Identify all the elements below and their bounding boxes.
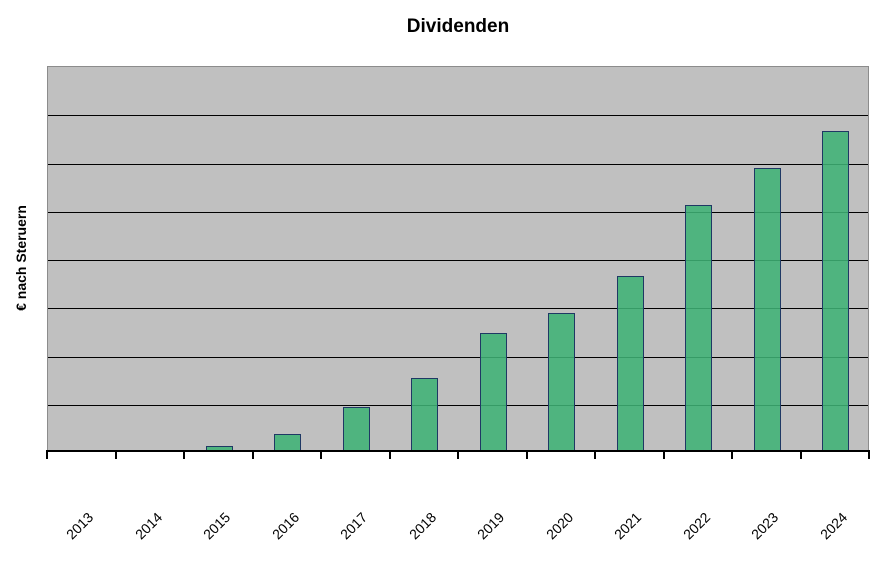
x-axis-tick xyxy=(662,452,665,459)
x-tick-label-2019: 2019 xyxy=(474,509,508,543)
x-axis-tick xyxy=(114,452,117,459)
bar-2022 xyxy=(685,204,713,452)
x-tick-label-2023: 2023 xyxy=(748,509,782,543)
bar-2021 xyxy=(616,275,644,452)
x-tick-label-2022: 2022 xyxy=(679,509,714,543)
bar-2023 xyxy=(753,167,781,452)
x-axis-tick xyxy=(799,452,802,459)
gridline xyxy=(48,356,868,358)
x-axis-line xyxy=(46,450,870,452)
gridline xyxy=(48,211,868,213)
x-axis-tick xyxy=(594,452,596,459)
x-axis-tick xyxy=(868,452,870,459)
x-axis-tick xyxy=(320,452,322,459)
gridline xyxy=(48,404,868,406)
x-tick-label-2020: 2020 xyxy=(542,509,577,543)
x-axis-tick xyxy=(46,452,48,459)
gridline xyxy=(48,163,868,165)
bar-2017 xyxy=(342,407,370,452)
bar-2019 xyxy=(479,332,507,452)
x-tick-label-2024: 2024 xyxy=(816,509,851,543)
gridline xyxy=(48,115,868,117)
x-axis-tick xyxy=(457,452,459,459)
x-tick-label-2016: 2016 xyxy=(268,509,303,543)
plot-area xyxy=(47,66,869,452)
bar-2018 xyxy=(411,378,439,452)
x-axis-tick xyxy=(183,452,185,459)
x-tick-label-2021: 2021 xyxy=(611,509,645,543)
bar-2020 xyxy=(548,313,576,452)
x-axis-tick xyxy=(388,452,391,459)
x-tick-label-2018: 2018 xyxy=(405,509,440,543)
chart-title: Dividenden xyxy=(406,16,510,37)
x-tick-label-2013: 2013 xyxy=(63,509,97,543)
x-axis-tick xyxy=(525,452,528,459)
x-tick-label-2017: 2017 xyxy=(337,509,371,543)
gridline xyxy=(48,260,868,261)
x-tick-label-2014: 2014 xyxy=(131,509,166,543)
bar-2024 xyxy=(822,131,850,452)
x-axis-tick xyxy=(731,452,733,459)
y-axis-label: € nach Steruern xyxy=(13,205,29,311)
x-tick-label-2015: 2015 xyxy=(200,509,234,543)
gridline xyxy=(48,308,868,310)
x-axis-tick xyxy=(251,452,254,459)
